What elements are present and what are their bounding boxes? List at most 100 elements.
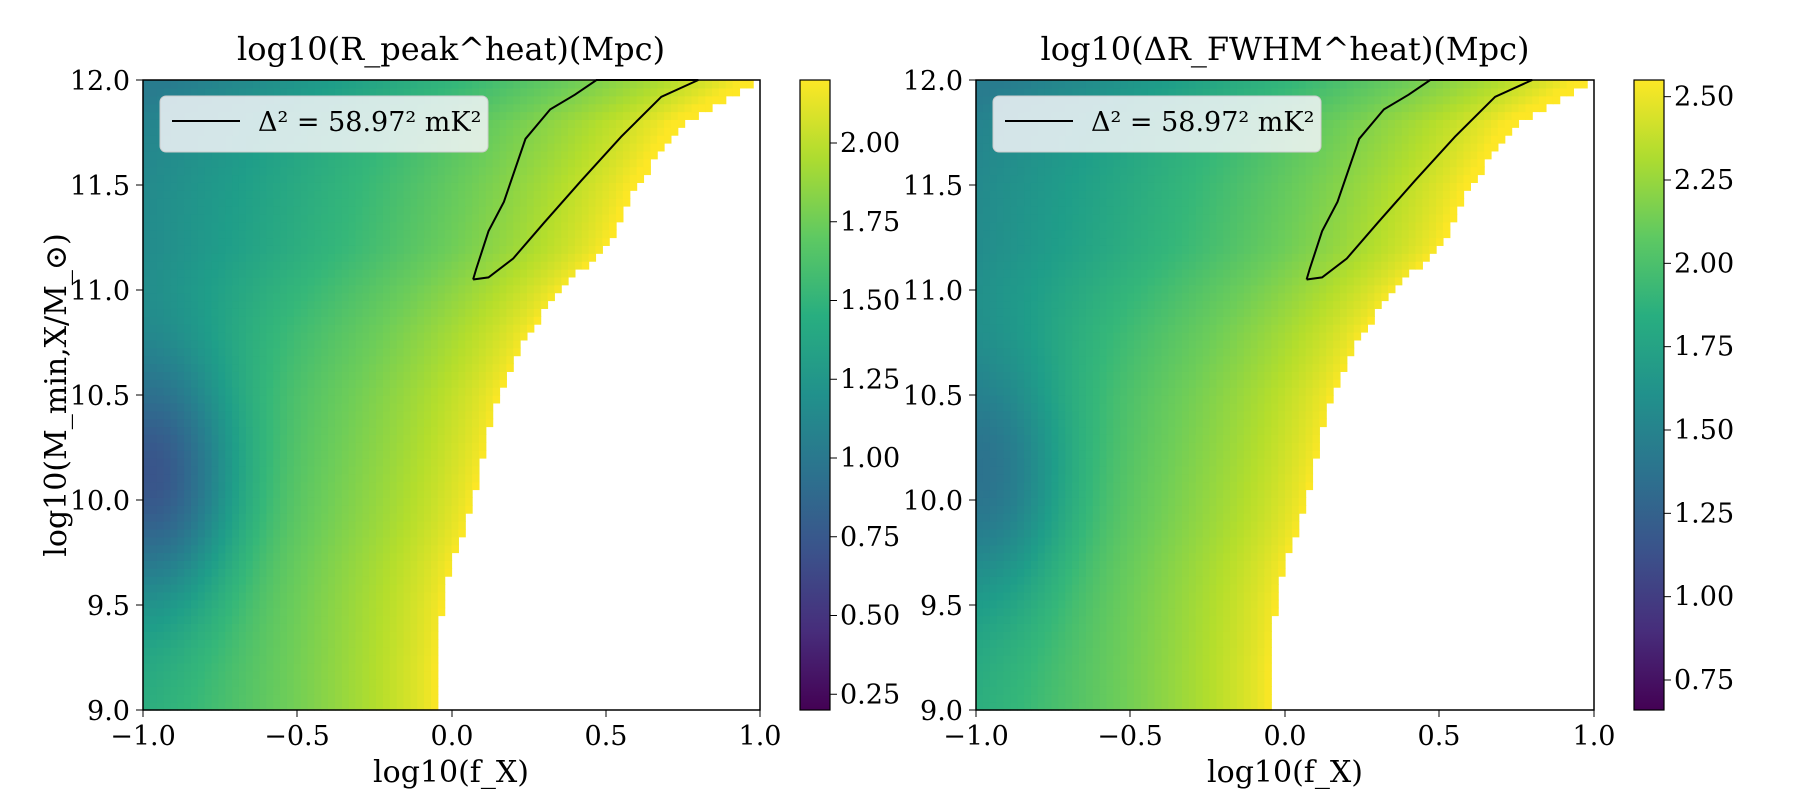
heatmap-cell xyxy=(472,339,480,349)
heatmap-cell xyxy=(266,355,274,365)
heatmap-cell xyxy=(403,237,411,246)
heatmap-cell xyxy=(410,387,418,396)
heatmap-cell xyxy=(451,481,459,491)
heatmap-cell xyxy=(684,111,693,120)
heatmap-cell xyxy=(252,458,261,467)
heatmap-cell xyxy=(616,111,624,120)
heatmap-cell xyxy=(293,591,302,601)
heatmap-cell xyxy=(252,387,261,396)
heatmap-cell xyxy=(307,442,315,451)
heatmap-cell xyxy=(430,284,439,294)
heatmap-cell xyxy=(184,576,192,585)
heatmap-cell xyxy=(252,473,261,483)
heatmap-cell xyxy=(526,87,535,97)
heatmap-cell xyxy=(238,300,247,309)
heatmap-cell xyxy=(410,599,418,609)
heatmap-cell xyxy=(526,245,535,254)
heatmap-cell xyxy=(718,80,727,89)
heatmap-cell xyxy=(293,442,302,451)
heatmap-cell xyxy=(451,229,459,239)
heatmap-cell xyxy=(218,576,226,585)
heatmap-cell xyxy=(321,591,329,601)
heatmap-cell xyxy=(293,300,302,309)
heatmap-cell xyxy=(184,670,192,680)
heatmap-cell xyxy=(417,465,425,475)
heatmap-cell xyxy=(149,355,158,365)
heatmap-cell xyxy=(238,473,247,483)
heatmap-cell xyxy=(410,615,418,624)
heatmap-cell xyxy=(273,450,281,459)
heatmap-cell xyxy=(458,426,466,435)
heatmap-cell xyxy=(280,402,288,412)
heatmap-cell xyxy=(369,489,377,498)
heatmap-cell xyxy=(609,127,617,136)
heatmap-cell xyxy=(1085,678,1094,687)
heatmap-cell xyxy=(444,276,453,286)
heatmap-cell xyxy=(451,387,459,396)
heatmap-cell xyxy=(499,150,507,160)
heatmap-cell xyxy=(561,135,569,144)
heatmap-cell xyxy=(595,166,603,176)
heatmap-cell xyxy=(410,253,418,262)
heatmap-cell xyxy=(252,647,261,656)
heatmap-cell xyxy=(348,284,357,294)
heatmap-cell xyxy=(252,269,261,278)
heatmap-cell xyxy=(232,442,240,451)
heatmap-cell xyxy=(417,174,425,183)
heatmap-cell xyxy=(355,198,363,207)
heatmap-cell xyxy=(396,261,405,270)
heatmap-cell xyxy=(273,599,281,609)
heatmap-cell xyxy=(197,631,206,640)
heatmap-cell xyxy=(177,395,185,404)
heatmap-cell xyxy=(362,481,370,491)
heatmap-cell xyxy=(334,339,343,349)
heatmap-cell xyxy=(595,237,603,246)
heatmap-cell xyxy=(712,87,720,97)
heatmap-cell xyxy=(170,347,178,357)
heatmap-cell xyxy=(581,253,590,262)
heatmap-cell xyxy=(259,528,267,538)
heatmap-cell xyxy=(149,198,158,207)
heatmap-cell xyxy=(211,686,220,695)
heatmap-cell xyxy=(437,473,446,483)
heatmap-cell xyxy=(300,150,309,160)
heatmap-cell xyxy=(533,166,542,176)
heatmap-cell xyxy=(204,229,213,239)
heatmap-cell xyxy=(238,402,247,412)
heatmap-cell xyxy=(458,308,466,317)
heatmap-cell xyxy=(581,80,590,89)
heatmap-cell xyxy=(321,702,329,711)
heatmap-cell xyxy=(465,489,473,498)
heatmap-cell xyxy=(273,182,281,191)
heatmap-cell xyxy=(225,182,233,191)
heatmap-cell xyxy=(362,552,370,561)
heatmap-cell xyxy=(211,450,220,459)
heatmap-cell xyxy=(355,458,363,467)
heatmap-cell xyxy=(554,284,562,294)
heatmap-cell xyxy=(492,143,501,152)
heatmap-cell xyxy=(225,528,233,538)
heatmap-cell xyxy=(643,103,651,113)
heatmap-cell xyxy=(1058,678,1066,687)
heatmap-cell xyxy=(362,316,370,325)
heatmap-cell xyxy=(581,143,590,152)
heatmap-cell xyxy=(437,324,446,333)
heatmap-cell xyxy=(1243,647,1252,656)
heatmap-cell xyxy=(314,647,322,656)
heatmap-cell xyxy=(451,276,459,286)
heatmap-cell xyxy=(1120,639,1128,648)
heatmap-cell xyxy=(143,135,151,144)
heatmap-cell xyxy=(211,662,220,672)
heatmap-cell xyxy=(334,662,343,672)
heatmap-cell xyxy=(382,316,391,325)
heatmap-cell xyxy=(533,276,542,286)
heatmap-cell xyxy=(499,80,507,89)
heatmap-cell xyxy=(341,560,350,569)
heatmap-cell xyxy=(417,395,425,404)
heatmap-cell xyxy=(218,513,226,522)
heatmap-cell xyxy=(300,670,309,680)
heatmap-cell xyxy=(1140,670,1149,680)
heatmap-cell xyxy=(1010,631,1018,640)
heatmap-cell xyxy=(307,686,315,695)
